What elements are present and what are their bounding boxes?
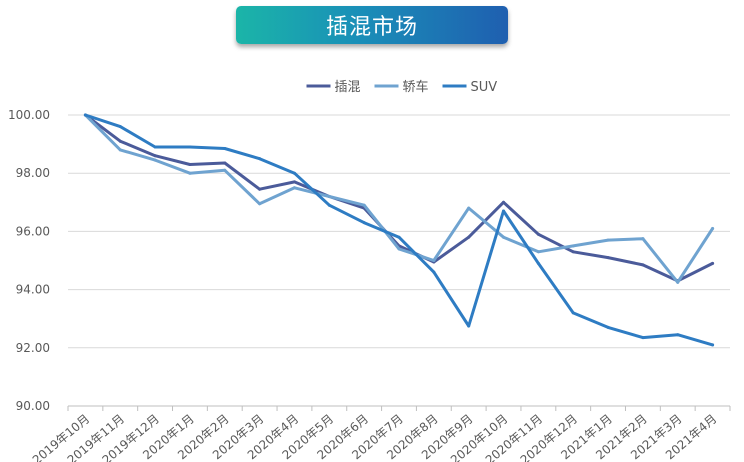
- data-point: [536, 250, 540, 254]
- series-lines: [83, 113, 715, 347]
- data-point: [571, 244, 575, 248]
- data-point: [467, 206, 471, 210]
- data-point: [362, 221, 366, 225]
- legend-item: SUV: [442, 80, 498, 95]
- data-point: [118, 148, 122, 152]
- data-point: [606, 256, 610, 260]
- data-point: [711, 226, 715, 230]
- legend-label: SUV: [471, 80, 498, 95]
- data-point: [571, 250, 575, 254]
- data-point: [188, 145, 192, 149]
- data-point: [397, 247, 401, 251]
- data-point: [188, 171, 192, 175]
- data-point: [606, 238, 610, 242]
- data-point: [641, 336, 645, 340]
- data-point: [536, 232, 540, 236]
- data-point: [223, 161, 227, 165]
- data-point: [258, 187, 262, 191]
- y-tick-label: 92.00: [16, 341, 50, 355]
- data-point: [258, 202, 262, 206]
- data-point: [118, 125, 122, 129]
- series-line-插混: [83, 113, 715, 283]
- chart-title: 插混市场: [325, 15, 418, 40]
- data-point: [223, 146, 227, 150]
- axes: 100.0098.0096.0094.0092.0090.002019年10月2…: [8, 108, 731, 462]
- chart-title-banner: 插混市场: [236, 6, 508, 44]
- data-point: [153, 154, 157, 158]
- data-point: [502, 200, 506, 204]
- data-point: [432, 270, 436, 274]
- data-point: [467, 324, 471, 328]
- data-point: [292, 171, 296, 175]
- data-point: [153, 158, 157, 162]
- legend-label: 轿车: [403, 79, 429, 95]
- data-point: [83, 113, 87, 117]
- data-point: [362, 203, 366, 207]
- data-point: [606, 325, 610, 329]
- data-point: [118, 139, 122, 143]
- y-tick-label: 90.00: [16, 399, 50, 413]
- data-point: [467, 235, 471, 239]
- legend: 插混 轿车 SUV: [306, 79, 498, 95]
- data-point: [397, 235, 401, 239]
- legend-item: 轿车: [374, 79, 429, 95]
- data-point: [502, 209, 506, 213]
- data-point: [223, 168, 227, 172]
- data-point: [327, 203, 331, 207]
- data-point: [676, 333, 680, 337]
- series-line-轿车: [83, 113, 715, 284]
- legend-label: 插混: [335, 80, 361, 95]
- data-point: [292, 180, 296, 184]
- data-point: [711, 261, 715, 265]
- data-point: [502, 235, 506, 239]
- data-point: [676, 280, 680, 284]
- data-point: [711, 343, 715, 347]
- data-point: [327, 194, 331, 198]
- legend-item: 插混: [306, 80, 361, 95]
- data-point: [258, 157, 262, 161]
- data-point: [188, 162, 192, 166]
- data-point: [641, 263, 645, 267]
- gridlines: [68, 114, 730, 349]
- data-point: [153, 145, 157, 149]
- series-line-SUV: [83, 113, 715, 347]
- y-tick-label: 94.00: [16, 283, 50, 297]
- data-point: [432, 259, 436, 262]
- y-tick-label: 96.00: [16, 224, 50, 238]
- y-tick-label: 98.00: [16, 166, 50, 180]
- data-point: [292, 186, 296, 190]
- data-point: [571, 311, 575, 315]
- data-point: [536, 261, 540, 265]
- y-tick-label: 100.00: [8, 108, 50, 122]
- data-point: [641, 237, 645, 241]
